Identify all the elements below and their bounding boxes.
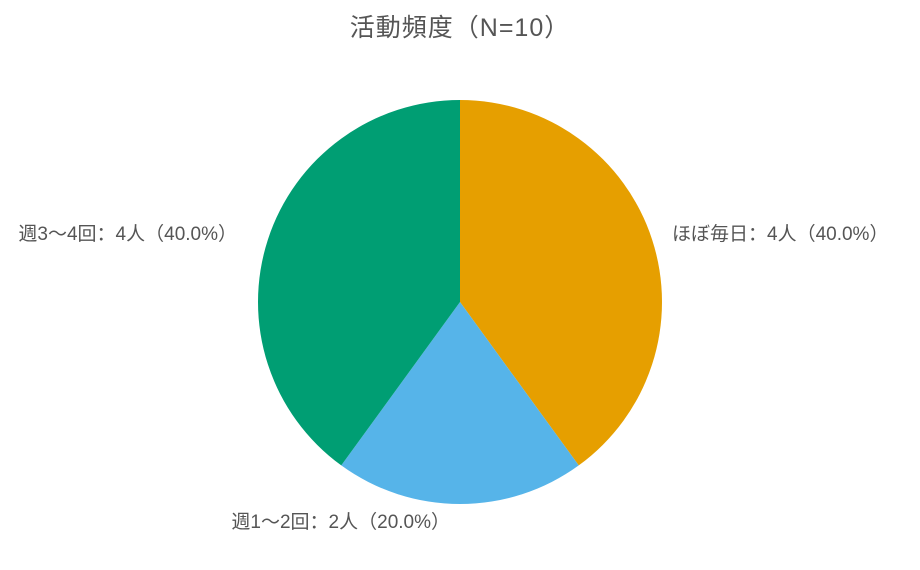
pie-slice-left [258, 100, 460, 466]
pie-slice-bottom [341, 302, 579, 504]
slice-label-shu-1-2-kai: 週1〜2回：2人（20.0%） [231, 512, 450, 533]
chart-title: 活動頻度（N=10） [349, 14, 571, 42]
pie-slice-right [460, 100, 662, 466]
slice-label-shu-3-4-kai: 週3〜4回：4人（40.0%） [18, 224, 237, 245]
slice-label-hobo-mainichi: ほぼ毎日：4人（40.0%） [672, 224, 889, 245]
